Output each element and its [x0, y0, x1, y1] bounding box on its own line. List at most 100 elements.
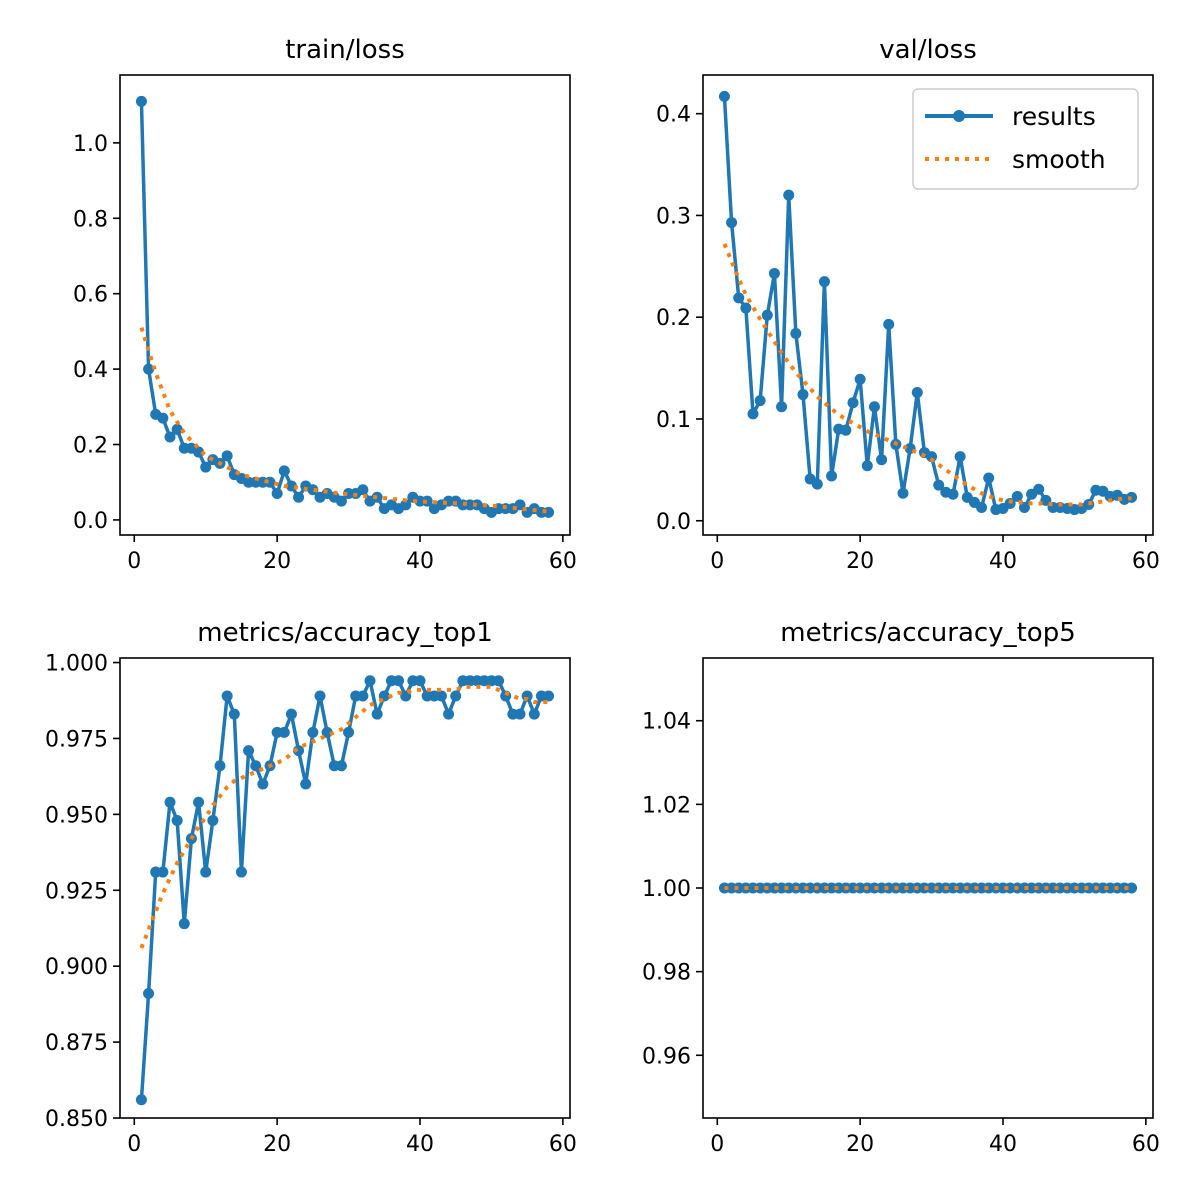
data-point-results-val-loss [1033, 483, 1045, 495]
panel-accuracy-top1: metrics/accuracy_top1 0 20 40 600.8500.8750… [45, 618, 577, 1157]
panel-title-train-loss: train/loss [285, 35, 405, 65]
y-tick-label-train-loss: 1.0 [73, 132, 108, 157]
x-tick-label-accuracy-top5: 60 [1132, 1132, 1160, 1157]
data-point-results-accuracy-top1 [514, 708, 526, 720]
panel-val-loss: val/loss 0 20 40 60 0.0 0.1 0.2 0.3 0.4 results … [656, 35, 1160, 574]
y-tick-label-val-loss: 0.2 [656, 306, 691, 331]
data-point-results-accuracy-top5 [1126, 882, 1138, 894]
data-point-results-accuracy-top1 [493, 675, 505, 687]
legend-label-results: results [1012, 102, 1096, 131]
y-tick-label-train-loss: 0.8 [73, 207, 108, 232]
data-point-results-train-loss [421, 495, 433, 507]
data-point-results-accuracy-top1 [135, 1094, 147, 1106]
data-point-results-val-loss [861, 460, 873, 472]
data-point-results-accuracy-top1 [207, 814, 219, 826]
y-tick-label-train-loss: 0.2 [73, 434, 108, 459]
data-point-results-accuracy-top1 [171, 814, 183, 826]
y-tick-label-accuracy-top5: 0.98 [642, 961, 691, 986]
data-point-results-accuracy-top1 [364, 675, 376, 687]
y-tick-label-accuracy-top5: 1.00 [642, 877, 691, 902]
data-point-results-val-loss [1018, 502, 1030, 514]
data-point-results-val-loss [811, 478, 823, 490]
legend: results smooth [912, 88, 1139, 190]
data-point-results-accuracy-top1 [371, 708, 383, 720]
data-point-results-val-loss [883, 318, 895, 330]
data-point-results-train-loss [171, 423, 183, 435]
series-line-smooth-val-loss [722, 243, 1132, 507]
data-point-results-val-loss [947, 488, 959, 500]
x-tick-label-accuracy-top1: 40 [406, 1132, 434, 1157]
x-tick-label-train-loss: 0 [127, 549, 141, 574]
data-point-results-accuracy-top1 [193, 796, 205, 808]
y-tick-label-accuracy-top1: 0.850 [45, 1107, 108, 1132]
data-point-results-train-loss [278, 465, 290, 477]
panel-title-accuracy-top5: metrics/accuracy_top5 [780, 618, 1075, 648]
data-point-results-val-loss [790, 327, 802, 339]
data-point-results-val-loss [876, 454, 888, 466]
data-point-results-val-loss [733, 292, 745, 304]
x-tick-label-accuracy-top5: 20 [846, 1132, 874, 1157]
y-tick-label-val-loss: 0.3 [656, 204, 691, 229]
data-point-results-val-loss [726, 217, 738, 229]
plot-area-accuracy-top5: 0 20 40 60 0.96 0.98 1.00 1.02 1.04 [642, 710, 1160, 1157]
data-point-results-val-loss [1004, 497, 1016, 509]
axes-frame-accuracy-top5 [702, 657, 1154, 1119]
data-point-results-val-loss [1011, 490, 1023, 502]
y-tick-label-train-loss: 0.6 [73, 283, 108, 308]
data-point-results-accuracy-top1 [200, 866, 212, 878]
data-point-results-val-loss [747, 408, 759, 420]
data-point-results-accuracy-top1 [278, 726, 290, 738]
data-point-results-accuracy-top1 [307, 726, 319, 738]
y-tick-label-accuracy-top1: 0.975 [45, 727, 108, 752]
data-point-results-train-loss [271, 488, 283, 500]
data-point-results-val-loss [897, 487, 909, 499]
data-point-results-accuracy-top1 [214, 760, 226, 772]
data-point-results-val-loss [768, 267, 780, 279]
data-point-results-accuracy-top1 [357, 690, 369, 702]
x-tick-label-train-loss: 20 [263, 549, 291, 574]
panel-accuracy-top5: metrics/accuracy_top5 0 20 40 60 0.96 0.98 1.0… [642, 618, 1160, 1157]
x-tick-label-val-loss: 0 [710, 549, 724, 574]
data-point-results-val-loss [840, 424, 852, 436]
data-point-results-train-loss [357, 484, 369, 496]
data-point-results-train-loss [193, 446, 205, 458]
data-point-results-val-loss [983, 472, 995, 484]
data-point-results-val-loss [1126, 491, 1138, 503]
axes-frame-accuracy-top1 [119, 657, 571, 1119]
data-point-results-train-loss [400, 499, 412, 511]
data-point-results-val-loss [754, 395, 766, 407]
data-point-results-accuracy-top1 [228, 708, 240, 720]
y-tick-label-accuracy-top1: 0.950 [45, 803, 108, 828]
data-point-results-val-loss [761, 309, 773, 321]
data-point-results-train-loss [221, 450, 233, 462]
data-point-results-accuracy-top1 [543, 690, 555, 702]
plot-area-val-loss: 0 20 40 60 0.0 0.1 0.2 0.3 0.4 [656, 90, 1160, 574]
data-point-results-val-loss [954, 451, 966, 463]
data-point-results-accuracy-top1 [157, 866, 169, 878]
data-point-results-train-loss [135, 95, 147, 107]
data-point-results-accuracy-top1 [300, 778, 312, 790]
plot-area-accuracy-top1: 0 20 40 60 0.850 0.875 0.900 0.925 0.950 0.975 1.0… [45, 652, 577, 1157]
x-tick-label-val-loss: 20 [846, 549, 874, 574]
data-point-results-accuracy-top1 [393, 675, 405, 687]
data-point-results-val-loss [868, 401, 880, 413]
data-point-results-val-loss [818, 276, 830, 288]
data-point-results-accuracy-top1 [528, 708, 540, 720]
data-point-results-accuracy-top1 [443, 708, 455, 720]
data-point-results-val-loss [854, 373, 866, 385]
y-tick-label-accuracy-top1: 0.875 [45, 1031, 108, 1056]
x-tick-label-val-loss: 60 [1132, 549, 1160, 574]
data-point-results-accuracy-top1 [178, 918, 190, 930]
panel-title-val-loss: val/loss [879, 35, 977, 65]
legend-label-smooth: smooth [1012, 145, 1106, 174]
data-point-results-val-loss [776, 401, 788, 413]
data-point-results-accuracy-top1 [285, 708, 297, 720]
data-point-results-accuracy-top1 [414, 675, 426, 687]
y-tick-label-val-loss: 0.1 [656, 408, 691, 433]
y-tick-label-accuracy-top5: 0.96 [642, 1044, 691, 1069]
x-tick-label-accuracy-top1: 20 [263, 1132, 291, 1157]
data-point-results-train-loss [307, 484, 319, 496]
data-point-results-accuracy-top1 [257, 778, 269, 790]
data-point-results-train-loss [514, 499, 526, 511]
